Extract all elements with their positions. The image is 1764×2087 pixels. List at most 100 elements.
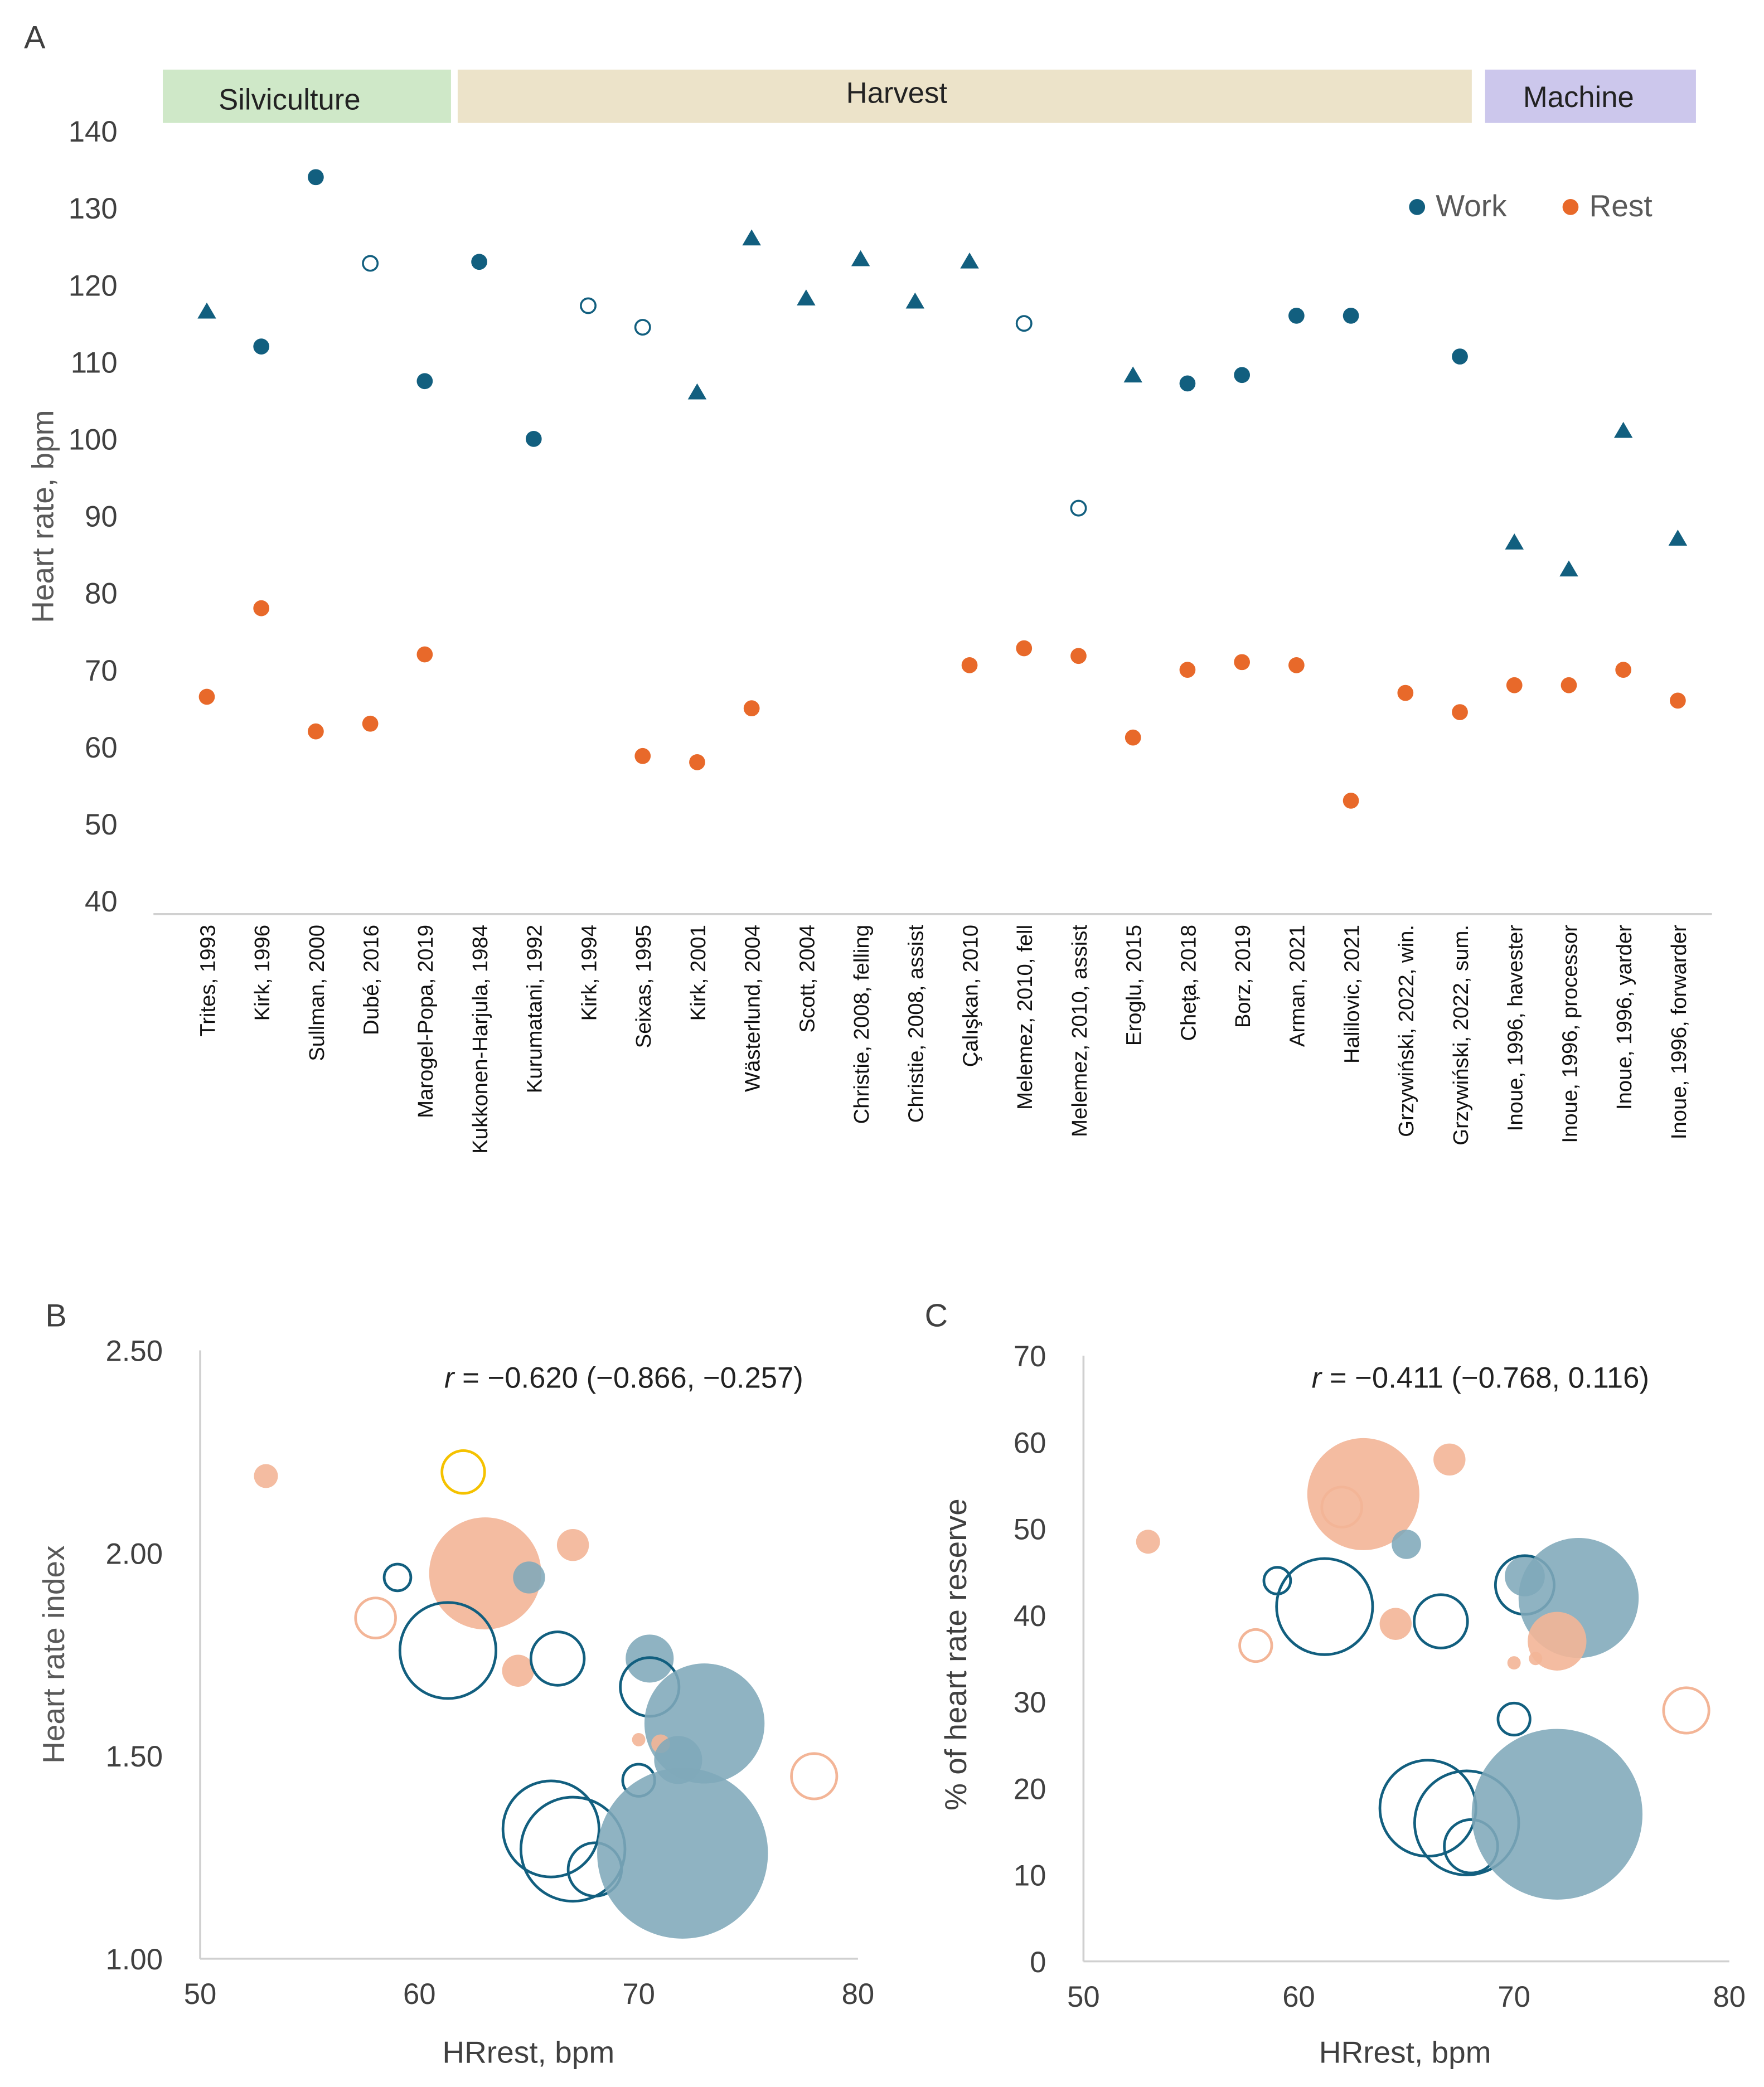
b-x-tick-80: 80 — [842, 1978, 875, 2011]
b-y-tick-2.00: 2.00 — [106, 1537, 163, 1570]
panel-a-category-labels: Trites, 1993 Kirk, 1996 Sullman, 2000 Dubé,… — [196, 925, 1690, 1154]
a-y-tick-70: 70 — [85, 654, 118, 687]
c-bubble — [1529, 1652, 1543, 1666]
c-x-tick-70: 70 — [1498, 1981, 1530, 2013]
a-category-label: Seixas, 1995 — [632, 925, 656, 1048]
b-y-tick-2.50: 2.50 — [106, 1335, 163, 1368]
band-silviculture-label: Silviculture — [219, 84, 361, 117]
c-y-tick-0: 0 — [1030, 1946, 1046, 1979]
a-category-label: Trites, 1993 — [196, 925, 220, 1037]
panel-b-annotation: r = −0.620 (−0.866, −0.257) — [444, 1361, 803, 1394]
a-category-label: Wästerlund, 2004 — [741, 925, 765, 1092]
a-work-point — [197, 302, 216, 319]
c-x-tick-80: 80 — [1713, 1981, 1746, 2013]
b-bubble — [790, 1752, 839, 1800]
c-bubble — [1507, 1656, 1521, 1670]
b-bubble — [502, 1654, 535, 1687]
a-category-label: Sullman, 2000 — [305, 925, 329, 1061]
a-category-label: Christie, 2008, assist — [904, 925, 928, 1123]
legend-rest-label: Rest — [1589, 188, 1652, 223]
a-rest-point — [1125, 729, 1141, 746]
a-rest-point — [1452, 704, 1468, 720]
c-bubble — [1379, 1608, 1412, 1640]
a-y-tick-60: 60 — [85, 731, 118, 764]
c-bubble — [1392, 1530, 1421, 1559]
a-rest-point — [1234, 654, 1251, 671]
a-rest-point — [743, 700, 760, 717]
a-work-point — [1179, 375, 1196, 392]
a-work-point — [742, 229, 761, 246]
b-y-tick-1.50: 1.50 — [106, 1740, 163, 1773]
panel-b-ticks: 50 60 70 80 1.00 1.50 2.00 2.50 — [106, 1335, 875, 2011]
panel-a-letter: A — [24, 20, 46, 56]
c-x-tick-50: 50 — [1067, 1981, 1100, 2013]
panel-c-letter: C — [925, 1298, 948, 1333]
band-harvest-label: Harvest — [846, 77, 948, 110]
a-y-tick-100: 100 — [69, 423, 118, 456]
c-bubble — [1528, 1612, 1587, 1671]
c-bubble — [1262, 1566, 1292, 1595]
a-work-point — [905, 292, 925, 309]
a-rest-point — [198, 688, 215, 705]
a-category-label: Kirk, 1996 — [250, 925, 274, 1021]
legend-work-marker — [1409, 199, 1426, 215]
a-rest-point — [1397, 685, 1414, 701]
a-work-point — [851, 250, 870, 266]
band-machine — [1485, 69, 1696, 123]
panel-a-y-label: Heart rate, bpm — [26, 410, 60, 623]
b-y-tick-1.00: 1.00 — [106, 1943, 163, 1976]
c-bubble — [1433, 1443, 1466, 1476]
a-work-point — [1505, 533, 1524, 550]
c-bubble — [1378, 1759, 1477, 1858]
panel-b-y-label: Heart rate index — [36, 1545, 71, 1764]
a-y-tick-40: 40 — [85, 885, 118, 918]
a-category-label: Kukkonen-Harjula, 1984 — [468, 925, 492, 1154]
a-work-point — [580, 297, 597, 314]
c-bubble — [1413, 1593, 1469, 1649]
c-x-tick-60: 60 — [1282, 1981, 1315, 2013]
a-work-point — [1288, 308, 1305, 324]
b-bubble — [382, 1562, 413, 1593]
band-harvest — [457, 69, 1472, 123]
b-bubble — [354, 1596, 397, 1639]
b-bubble — [556, 1528, 589, 1561]
a-rest-point — [416, 646, 433, 663]
a-category-label: Melemez, 2010, fell — [1013, 925, 1037, 1110]
a-rest-point — [308, 723, 324, 740]
a-work-point — [1343, 308, 1359, 324]
a-work-point — [797, 289, 816, 305]
a-category-label: Cheța, 2018 — [1176, 925, 1200, 1041]
c-y-tick-50: 50 — [1014, 1513, 1046, 1546]
a-category-label: Dubé, 2016 — [359, 925, 383, 1035]
c-bubble — [1238, 1628, 1273, 1663]
c-bubble — [1320, 1486, 1364, 1528]
a-work-point — [687, 383, 707, 400]
a-work-point — [634, 319, 651, 336]
panel-b: B Heart rate index HRrest, bpm r = −0.62… — [36, 1298, 874, 2069]
a-rest-point — [634, 748, 651, 764]
a-rest-point — [1343, 793, 1359, 809]
a-category-label: Borz, 2019 — [1231, 925, 1255, 1028]
panel-b-annotation-text: = −0.620 (−0.866, −0.257) — [454, 1361, 803, 1394]
b-bubble — [440, 1449, 486, 1495]
a-y-tick-140: 140 — [69, 115, 118, 148]
b-x-tick-70: 70 — [622, 1978, 655, 2011]
a-category-label: Inoue, 1996, processor — [1558, 925, 1582, 1143]
panel-a-rest-series — [198, 600, 1686, 809]
a-category-label: Kirk, 2001 — [686, 925, 710, 1021]
c-bubble — [1275, 1557, 1374, 1656]
c-bubble — [1471, 1729, 1643, 1900]
b-bubble — [429, 1517, 541, 1630]
a-category-label: Grzywiński, 2022, sum. — [1449, 925, 1473, 1146]
panel-c-annotation: r = −0.411 (−0.768, 0.116) — [1312, 1361, 1649, 1394]
a-category-label: Inoue, 1996, yarder — [1612, 925, 1636, 1110]
b-bubble — [254, 1464, 278, 1488]
a-y-tick-120: 120 — [69, 269, 118, 302]
panel-c-y-label: % of heart rate reserve — [938, 1498, 973, 1811]
c-bubble — [1496, 1701, 1532, 1737]
b-bubble — [632, 1732, 646, 1746]
panel-a-work-series — [197, 169, 1688, 577]
a-category-label: Marogel-Popa, 2019 — [414, 925, 438, 1118]
band-machine-label: Machine — [1523, 81, 1634, 114]
b-bubble — [398, 1601, 497, 1700]
